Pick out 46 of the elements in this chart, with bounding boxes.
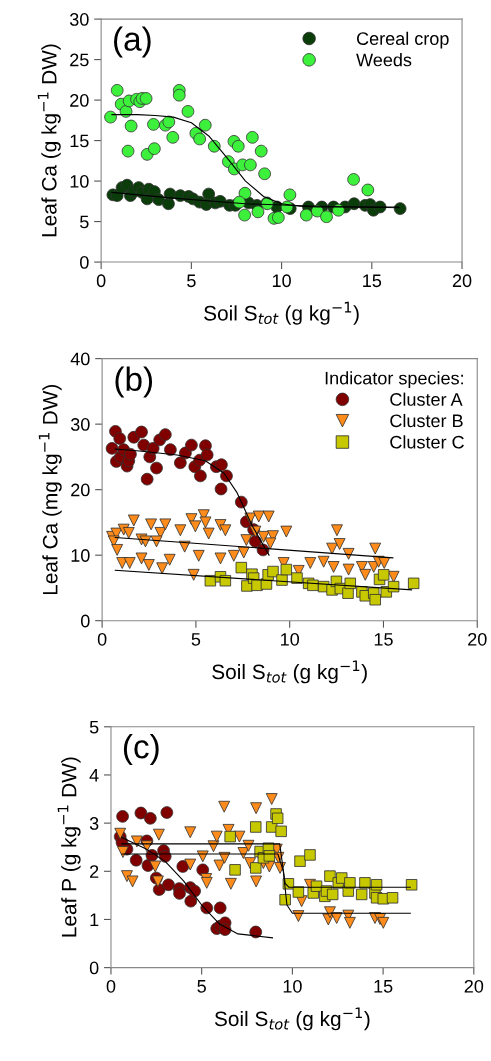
x-tick-label: 5 [191,633,201,646]
y-tick-label: 30 [69,13,89,26]
y-tick-label: 20 [70,94,89,107]
y-tick-label: 0 [89,961,99,975]
y-tick-label: 20 [71,483,90,497]
x-tick-label: 20 [452,274,472,288]
y-tick-label: 40 [70,352,90,366]
legend-title: Indicator species: [325,371,463,389]
x-tick-label: 20 [468,632,487,646]
x-tick-label: 10 [272,274,291,288]
x-axis-title: Soil S$_{tot}$ (g kg$^{−1}$) [212,660,367,684]
y-tick-label: 5 [80,215,89,229]
legend-label: Cereal crop [356,31,449,49]
y-tick-label: 15 [70,134,89,148]
x-tick-label: 5 [197,980,206,993]
y-axis-title: Leaf Ca (g kg$^{−1}$ DW) [37,44,61,237]
y-tick-label: 1 [90,913,99,926]
annotation: (c) [123,734,159,766]
y-tick-label: 10 [71,549,90,562]
x-tick-label: 5 [187,274,196,288]
y-tick-label: 4 [89,769,99,782]
x-tick-label: 15 [374,980,393,993]
y-axis-title: Leaf P (g kg$^{−1}$ DW) [57,757,81,937]
y-tick-label: 30 [70,418,90,431]
legend-label: Weeds [356,53,412,67]
legend-label: Cluster B [390,413,463,428]
annotation: (b) [115,366,153,398]
y-tick-label: 3 [89,817,99,830]
x-tick-label: 10 [281,632,300,646]
x-tick-label: 15 [363,274,382,288]
y-tick-label: 0 [80,256,89,269]
annotation: (a) [114,26,151,58]
x-axis-title: Soil S$_{tot}$ (g kg$^{−1}$) [214,1007,370,1031]
x-tick-label: 0 [106,979,116,993]
x-tick-label: 15 [374,633,393,646]
x-tick-label: 10 [283,979,302,993]
y-tick-label: 10 [70,175,89,188]
x-axis-title: Soil S$_{tot}$ (g kg$^{−1}$) [204,301,359,325]
y-tick-label: 25 [70,53,89,67]
legend-label: Cluster A [390,392,463,406]
y-axis-title: Leaf Ca (mg kg$^{−1}$ DW) [38,384,62,595]
y-tick-label: 5 [89,720,99,734]
legend-label: Cluster C [390,435,464,449]
y-tick-label: 2 [90,865,99,878]
y-tick-label: 0 [80,614,90,628]
x-tick-label: 20 [464,979,484,993]
